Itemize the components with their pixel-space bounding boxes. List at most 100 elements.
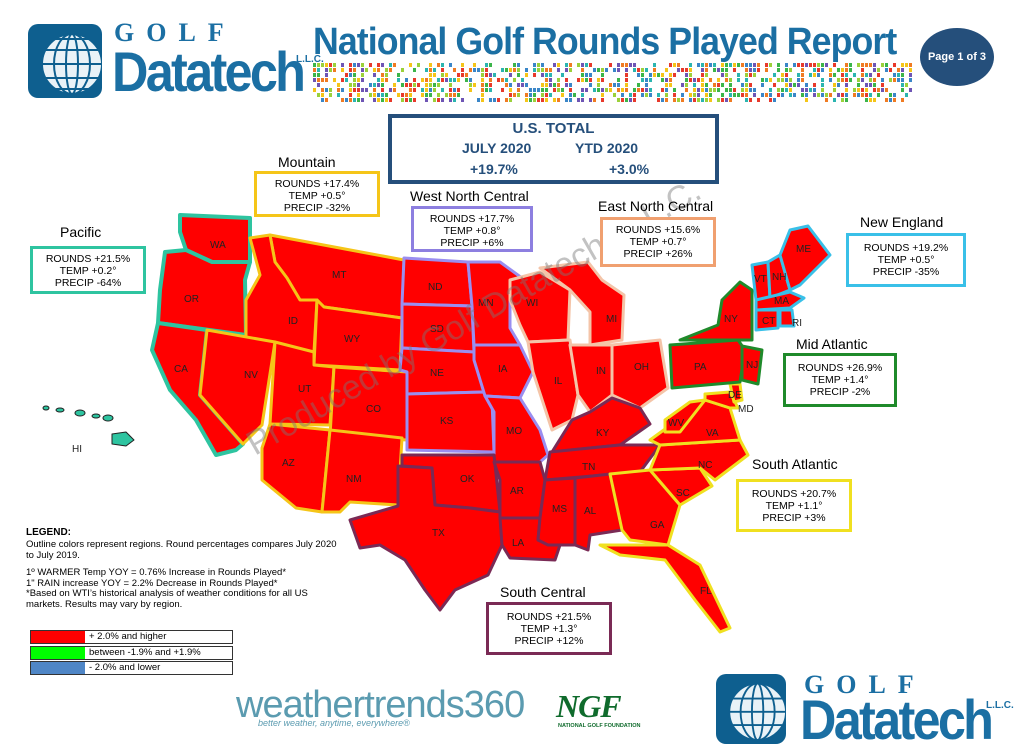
label-mi: MI (606, 314, 617, 325)
label-me: ME (796, 244, 811, 255)
enc-rounds: ROUNDS +15.6% (615, 224, 701, 236)
state-nm (320, 428, 404, 514)
sc-rounds: ROUNDS +21.5% (506, 611, 592, 623)
region-title-west-north-central: West North Central (410, 188, 529, 204)
legend-swatch-mid (31, 647, 85, 659)
label-tn: TN (582, 462, 595, 473)
state-nj (740, 344, 764, 386)
state-ny (678, 280, 754, 342)
label-nj: NJ (746, 360, 758, 371)
us-total-july-value: +19.7% (470, 161, 518, 177)
legend-line-3: 1" RAIN increase YOY = 2.2% Decrease in … (26, 578, 278, 589)
label-wi: WI (526, 298, 538, 309)
label-al: AL (584, 506, 597, 517)
globe-icon (716, 674, 786, 744)
label-or: OR (184, 294, 199, 305)
legend-key-high: + 2.0% and higher (30, 630, 233, 644)
label-co: CO (366, 404, 381, 415)
label-ia: IA (498, 364, 508, 375)
globe-icon (28, 24, 102, 98)
label-ar: AR (510, 486, 524, 497)
label-ny: NY (724, 314, 738, 325)
pacific-rounds: ROUNDS +21.5% (45, 253, 131, 265)
state-de (728, 382, 744, 404)
label-oh: OH (634, 362, 649, 373)
ma-temp: TEMP +1.4° (811, 374, 869, 386)
legend-label-low: - 2.0% and lower (89, 662, 161, 673)
mountain-rounds: ROUNDS +17.4% (274, 178, 360, 190)
legend-line-1: Outline colors represent regions. Round … (26, 539, 337, 561)
label-ks: KS (440, 416, 454, 427)
label-il: IL (554, 376, 563, 387)
state-ct (754, 308, 780, 332)
legend-heading: LEGEND: (26, 527, 71, 538)
label-wv: WV (668, 418, 684, 429)
ne-rounds: ROUNDS +19.2% (863, 242, 949, 254)
region-title-pacific: Pacific (60, 224, 102, 240)
label-nm: NM (346, 474, 362, 485)
label-id: ID (288, 316, 298, 327)
label-ma: MA (774, 296, 789, 307)
state-md (703, 390, 740, 410)
state-or (156, 248, 252, 337)
label-ut: UT (298, 384, 311, 395)
legend-swatch-high (31, 631, 85, 643)
region-box-new-england: ROUNDS +19.2% TEMP +0.5° PRECIP -35% (846, 233, 966, 287)
label-sd: SD (430, 324, 444, 335)
mountain-precip: PRECIP -32% (283, 202, 351, 214)
state-ma (754, 290, 806, 312)
wnc-rounds: ROUNDS +17.7% (429, 213, 515, 225)
logo-datatech-text: Datatech (112, 40, 306, 103)
state-ri (778, 308, 796, 328)
region-box-east-north-central: ROUNDS +15.6% TEMP +0.7° PRECIP +26% (600, 217, 716, 267)
region-box-mid-atlantic: ROUNDS +26.9% TEMP +1.4° PRECIP -2% (783, 353, 897, 407)
label-ca: CA (174, 364, 188, 375)
label-md: MD (738, 404, 754, 415)
label-va: VA (706, 428, 719, 439)
label-nv: NV (244, 370, 258, 381)
logo-golf-text: GOLF (804, 670, 926, 699)
region-title-south-central: South Central (500, 584, 586, 600)
sc-precip: PRECIP +12% (514, 635, 584, 647)
region-box-west-north-central: ROUNDS +17.7% TEMP +0.8° PRECIP +6% (411, 206, 533, 252)
state-hi (42, 405, 135, 447)
color-stripe-decoration (313, 63, 912, 102)
us-total-july-label: JULY 2020 (462, 140, 532, 156)
label-ga: GA (650, 520, 665, 531)
label-mt: MT (332, 270, 346, 281)
enc-temp: TEMP +0.7° (629, 236, 687, 248)
us-total-ytd-value: +3.0% (609, 161, 650, 177)
weathertrends-tagline: better weather, anytime, everywhere® (258, 718, 410, 728)
golf-datatech-logo-footer: GOLF Datatech L.L.C. (716, 672, 1016, 752)
label-ne: NE (430, 368, 444, 379)
label-ct: CT (762, 316, 775, 327)
region-box-south-atlantic: ROUNDS +20.7% TEMP +1.1° PRECIP +3% (736, 479, 852, 532)
region-box-south-central: ROUNDS +21.5% TEMP +1.3° PRECIP +12% (486, 602, 612, 655)
logo-llc-text: L.L.C. (986, 700, 1014, 711)
label-ri: RI (792, 318, 802, 329)
state-me (778, 224, 832, 292)
mountain-temp: TEMP +0.5° (288, 190, 346, 202)
region-title-new-england: New England (860, 214, 944, 230)
label-pa: PA (694, 362, 707, 373)
label-in: IN (596, 366, 606, 377)
sa-rounds: ROUNDS +20.7% (751, 488, 837, 500)
region-title-mountain: Mountain (278, 154, 336, 170)
label-az: AZ (282, 458, 295, 469)
label-la: LA (512, 538, 525, 549)
region-title-south-atlantic: South Atlantic (752, 456, 838, 472)
label-ok: OK (460, 474, 475, 485)
label-ms: MS (552, 504, 567, 515)
golf-datatech-logo: GOLF Datatech L.L.C. (28, 20, 324, 104)
state-fl (598, 543, 732, 634)
pacific-temp: TEMP +0.2° (59, 265, 117, 277)
ma-rounds: ROUNDS +26.9% (797, 362, 883, 374)
label-wy: WY (344, 334, 360, 345)
sa-temp: TEMP +1.1° (765, 500, 823, 512)
legend-swatch-low (31, 662, 85, 674)
label-nc: NC (698, 460, 712, 471)
state-mo (483, 394, 550, 464)
legend-label-high: + 2.0% and higher (89, 631, 167, 642)
ngf-subtitle: NATIONAL GOLF FOUNDATION (558, 723, 641, 729)
